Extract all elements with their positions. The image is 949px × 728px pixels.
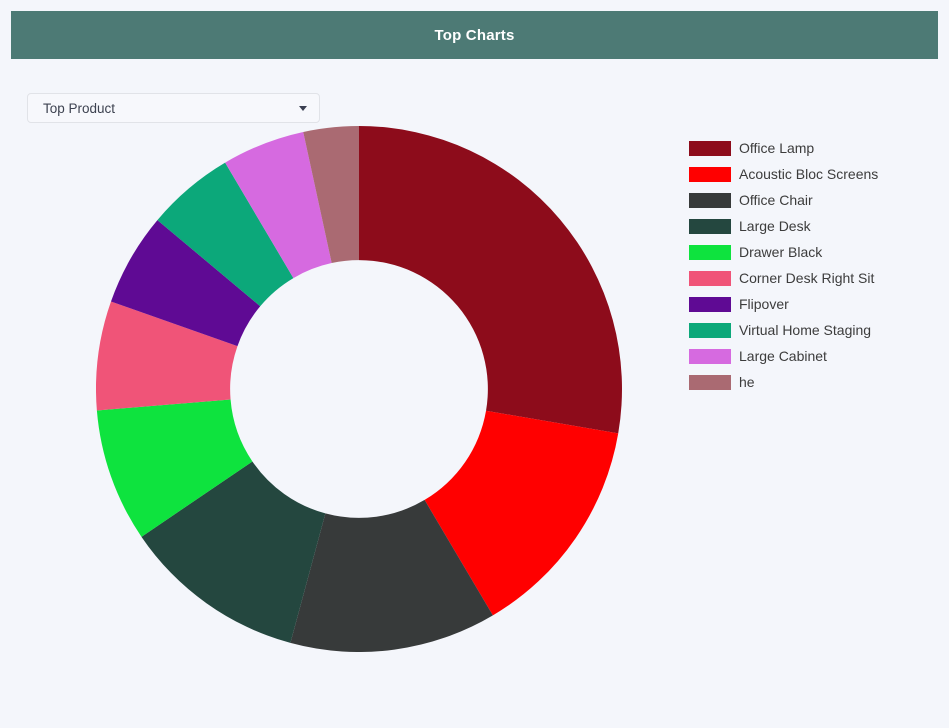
legend-item-large-desk[interactable]: Large Desk <box>689 213 878 239</box>
chart-filter-select[interactable]: Top Product <box>27 93 320 123</box>
legend-swatch <box>689 296 731 312</box>
legend-label: Office Lamp <box>739 140 815 156</box>
chevron-down-icon <box>299 105 307 111</box>
legend-label: Drawer Black <box>739 244 823 260</box>
legend-item-he[interactable]: he <box>689 369 878 395</box>
donut-segment-acoustic-bloc-screens[interactable] <box>424 410 619 616</box>
donut-chart <box>96 126 622 652</box>
legend-item-drawer-black[interactable]: Drawer Black <box>689 239 878 265</box>
legend-label: Corner Desk Right Sit <box>739 270 875 286</box>
donut-segment-corner-desk-right-sit[interactable] <box>96 301 238 411</box>
header-bar: Top Charts <box>11 11 938 59</box>
donut-segment-virtual-home-staging[interactable] <box>157 162 294 307</box>
legend-swatch <box>689 270 731 286</box>
legend-label: Flipover <box>739 296 789 312</box>
legend-label: Office Chair <box>739 192 813 208</box>
donut-segment-he[interactable] <box>303 126 359 264</box>
donut-segment-large-cabinet[interactable] <box>225 131 332 279</box>
legend-item-large-cabinet[interactable]: Large Cabinet <box>689 343 878 369</box>
legend-item-flipover[interactable]: Flipover <box>689 291 878 317</box>
legend-swatch <box>689 374 731 390</box>
donut-segment-office-chair[interactable] <box>290 499 493 652</box>
legend-item-office-lamp[interactable]: Office Lamp <box>689 135 878 161</box>
legend-label: Large Desk <box>739 218 811 234</box>
page-title: Top Charts <box>434 26 515 44</box>
legend-label: Virtual Home Staging <box>739 322 872 338</box>
legend-swatch <box>689 322 731 338</box>
legend-label: Large Cabinet <box>739 348 827 364</box>
donut-segment-office-lamp[interactable] <box>359 126 622 434</box>
legend-swatch <box>689 218 731 234</box>
legend-label: Acoustic Bloc Screens <box>739 166 879 182</box>
legend-label: he <box>739 374 755 390</box>
chart-filter-selected-value: Top Product <box>43 100 116 116</box>
legend-swatch <box>689 166 731 182</box>
legend-swatch <box>689 244 731 260</box>
legend-swatch <box>689 192 731 208</box>
donut-segment-flipover[interactable] <box>110 220 261 347</box>
legend-item-acoustic-bloc-screens[interactable]: Acoustic Bloc Screens <box>689 161 878 187</box>
legend-item-office-chair[interactable]: Office Chair <box>689 187 878 213</box>
legend-swatch <box>689 140 731 156</box>
chart-legend: Office Lamp Acoustic Bloc Screens Office C… <box>689 135 878 395</box>
donut-segment-drawer-black[interactable] <box>96 399 253 537</box>
legend-swatch <box>689 348 731 364</box>
legend-item-virtual-home-staging[interactable]: Virtual Home Staging <box>689 317 878 343</box>
legend-item-corner-desk-right-sit[interactable]: Corner Desk Right Sit <box>689 265 878 291</box>
donut-segment-large-desk[interactable] <box>141 461 326 643</box>
